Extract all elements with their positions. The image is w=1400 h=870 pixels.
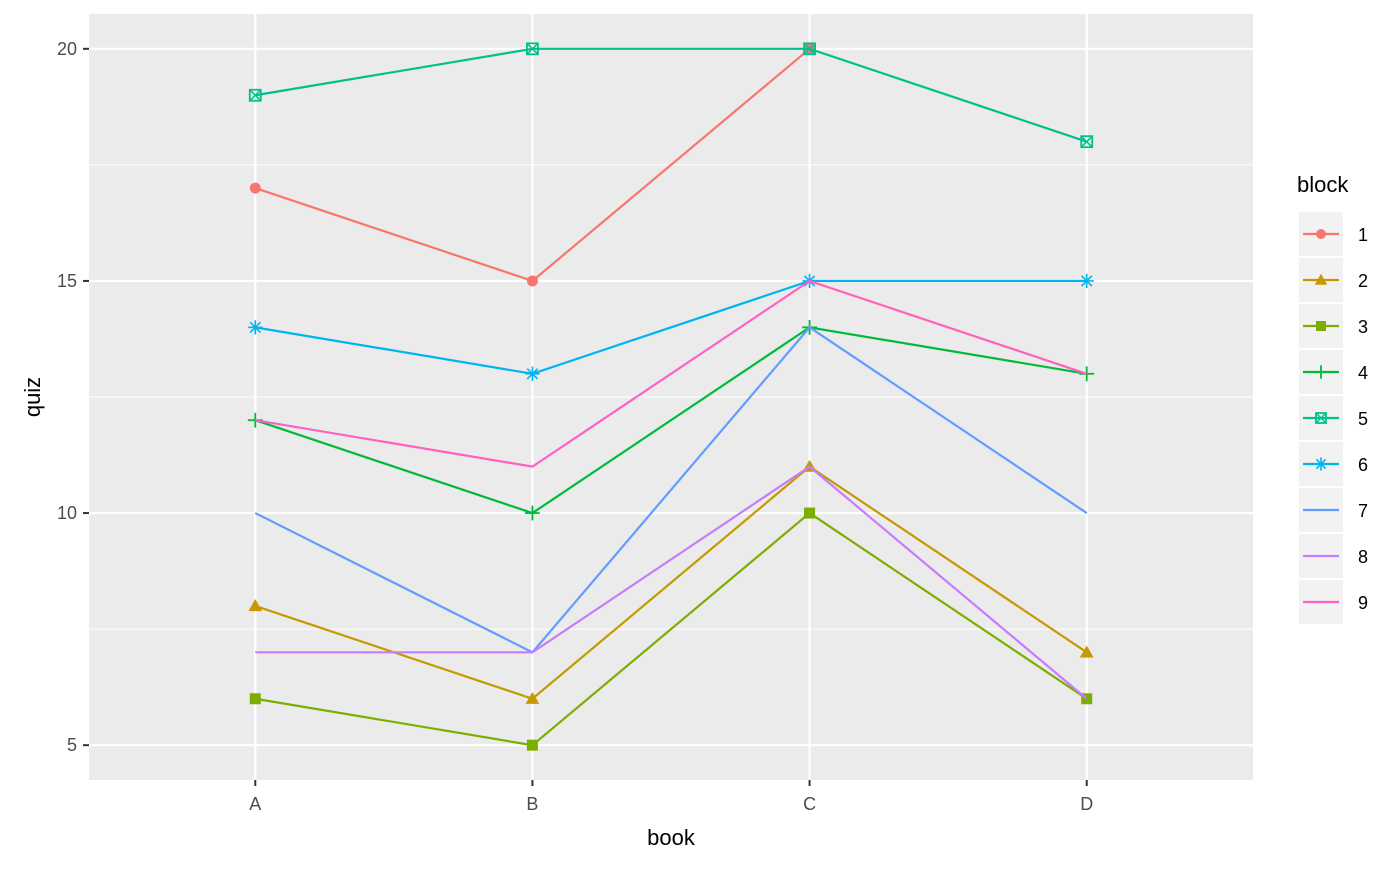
data-point xyxy=(525,505,540,521)
legend-label: 5 xyxy=(1358,409,1368,429)
legend-key-marker xyxy=(1314,365,1328,379)
series-line-9 xyxy=(255,279,1088,468)
data-point xyxy=(248,599,263,612)
data-point xyxy=(1079,273,1094,289)
data-point xyxy=(526,42,539,56)
series-line-3 xyxy=(255,511,1088,747)
legend-items: 1 2 3 4 5 6 7 8 9 xyxy=(1299,212,1368,624)
data-point xyxy=(526,739,538,751)
y-tick-label: 5 xyxy=(67,735,77,755)
series-line-4 xyxy=(254,326,1087,515)
data-point xyxy=(1079,645,1094,658)
series-7 xyxy=(254,325,1088,654)
series-line-6 xyxy=(255,279,1087,375)
legend-key-marker xyxy=(1314,273,1328,285)
legend-item-4: 4 xyxy=(1299,350,1368,394)
legend-key-marker xyxy=(1314,457,1328,471)
legend-key-marker xyxy=(1315,412,1327,424)
legend-item-8: 8 xyxy=(1299,534,1368,578)
data-point xyxy=(249,182,261,194)
legend-label: 7 xyxy=(1358,501,1368,521)
y-axis-title: quiz xyxy=(20,377,45,417)
series-8 xyxy=(255,465,1088,700)
legend-label: 8 xyxy=(1358,547,1368,567)
series-line-8 xyxy=(255,465,1088,700)
legend-item-6: 6 xyxy=(1299,442,1368,486)
x-axis-title: book xyxy=(647,825,696,850)
x-tick-label: A xyxy=(249,794,261,814)
y-tick-label: 10 xyxy=(57,503,77,523)
legend-item-7: 7 xyxy=(1299,488,1368,532)
legend-label: 6 xyxy=(1358,455,1368,475)
data-point xyxy=(525,366,540,381)
data-point xyxy=(804,507,816,519)
legend-item-1: 1 xyxy=(1299,212,1368,256)
legend-item-9: 9 xyxy=(1299,580,1368,624)
x-tick-label: D xyxy=(1080,794,1093,814)
legend-item-3: 3 xyxy=(1299,304,1368,348)
series-5 xyxy=(248,42,1094,149)
data-point xyxy=(525,691,540,704)
legend-label: 3 xyxy=(1358,317,1368,337)
legend-item-5: 5 xyxy=(1299,396,1368,440)
legend-title: block xyxy=(1297,172,1349,197)
x-tick-label: B xyxy=(526,794,538,814)
legend-item-2: 2 xyxy=(1299,258,1368,302)
data-point xyxy=(1080,135,1094,149)
axes: 5 10 15 20 A B C D xyxy=(57,39,1093,814)
data-point xyxy=(1079,366,1095,382)
y-tick-label: 20 xyxy=(57,39,77,59)
data-point xyxy=(248,88,262,102)
legend-label: 2 xyxy=(1358,271,1368,291)
data-point xyxy=(248,320,263,335)
x-tick-label: C xyxy=(803,794,816,814)
series-9 xyxy=(255,279,1088,468)
series-layer xyxy=(247,42,1095,751)
data-point xyxy=(526,275,538,287)
series-line-7 xyxy=(254,325,1088,654)
y-tick-label: 15 xyxy=(57,271,77,291)
series-line-5 xyxy=(255,47,1088,143)
legend-label: 1 xyxy=(1358,225,1368,245)
legend-key-marker xyxy=(1316,229,1326,239)
data-point xyxy=(249,693,261,705)
legend-key-marker xyxy=(1316,321,1326,331)
legend-label: 4 xyxy=(1358,363,1368,383)
data-point xyxy=(803,42,816,56)
legend-label: 9 xyxy=(1358,593,1368,613)
legend: block 1 2 3 4 5 6 7 8 9 xyxy=(1297,172,1368,624)
